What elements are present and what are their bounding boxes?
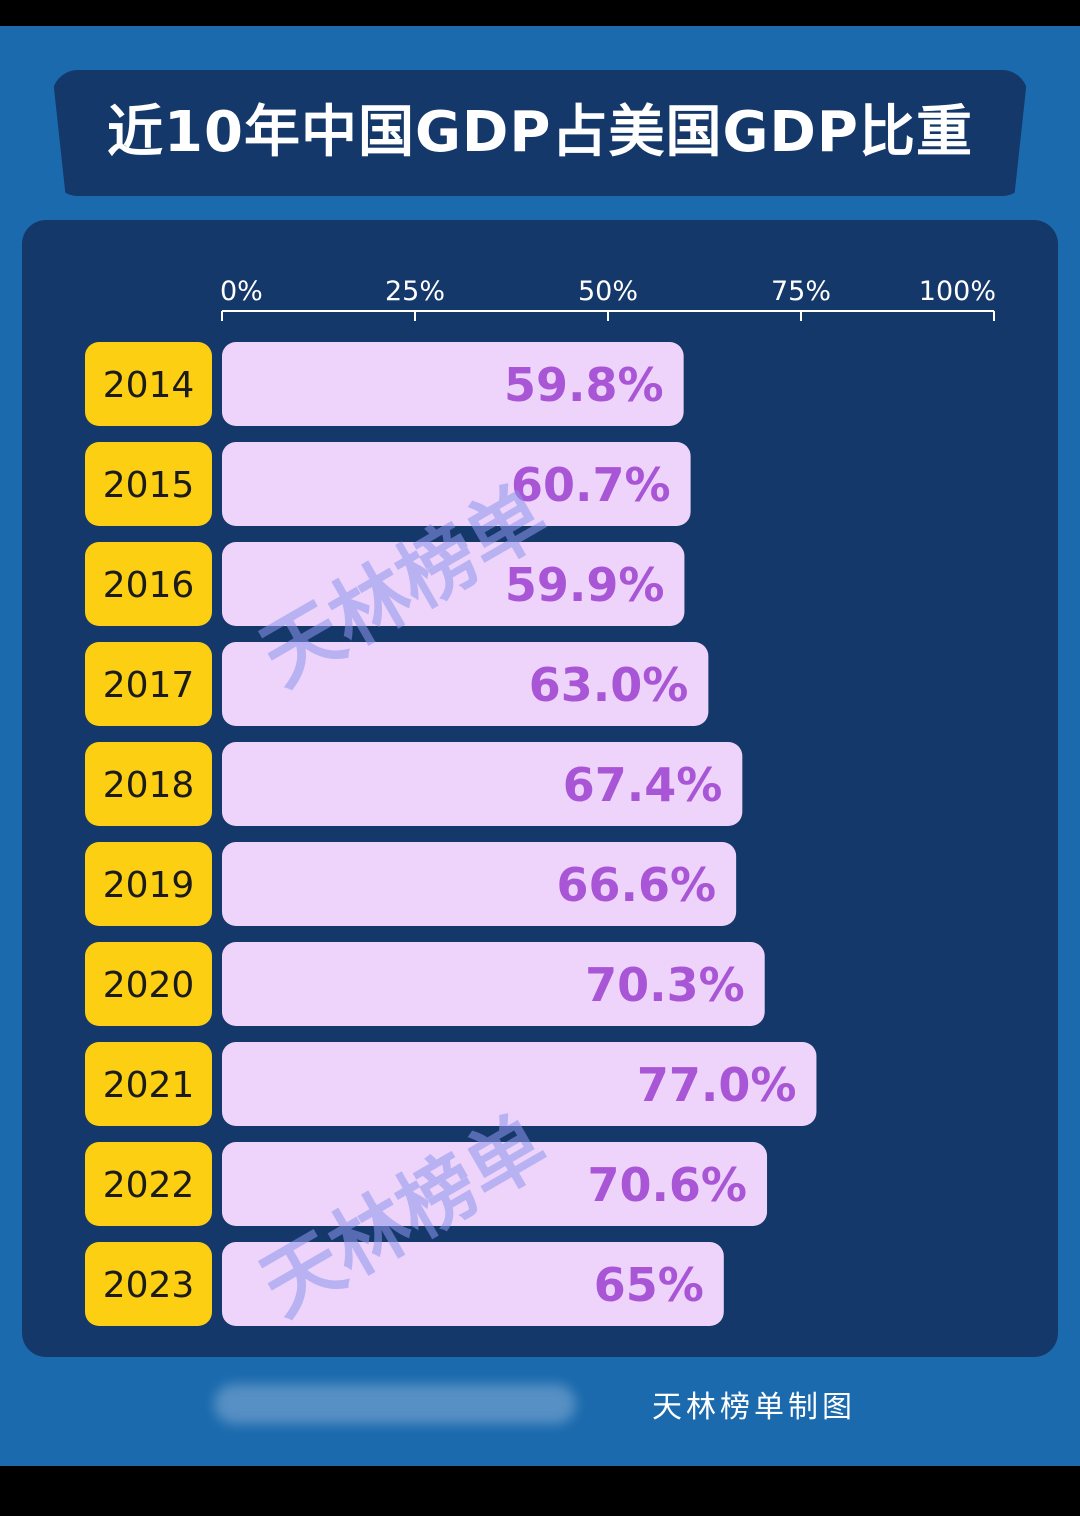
- footer-credit: 天林榜单制图: [652, 1390, 856, 1425]
- year-badge: [85, 1142, 212, 1226]
- chart-panel: 0% 25% 50% 75% 100% 2014 59.8% 2015 60.7% 2016 59.…: [22, 220, 1058, 1357]
- bar-value-label: 70.6%: [587, 1158, 747, 1212]
- bar-value-label: 70.3%: [585, 958, 745, 1012]
- year-label: 2017: [103, 665, 195, 706]
- bar-value-label: 59.9%: [505, 558, 665, 612]
- x-tick-label: 75%: [771, 276, 831, 307]
- bar-value-label: 67.4%: [563, 758, 723, 812]
- bar-value-label: 66.6%: [557, 858, 717, 912]
- year-badge: [85, 542, 212, 626]
- x-tick-label: 100%: [919, 276, 996, 307]
- year-badge: [85, 342, 212, 426]
- year-label: 2019: [103, 865, 195, 906]
- year-badge: [85, 1042, 212, 1126]
- year-label: 2022: [103, 1165, 195, 1206]
- blurred-footer-text: [214, 1384, 576, 1424]
- bar: [222, 542, 685, 626]
- bar: [222, 1142, 768, 1226]
- x-tick-label: 0%: [220, 276, 263, 307]
- year-label: 2016: [103, 565, 195, 606]
- poster: 近10年中国GDP占美国GDP比重 0% 25% 50% 75% 100% 2014 59.…: [0, 26, 1080, 1466]
- x-tick-label: 25%: [385, 276, 445, 307]
- bar: [222, 1042, 817, 1126]
- x-tick-label: 50%: [578, 276, 638, 307]
- bar: [222, 642, 709, 726]
- bar-value-label: 59.8%: [504, 358, 664, 412]
- year-label: 2018: [103, 765, 195, 806]
- year-label: 2014: [103, 365, 195, 406]
- bar-chart: 0% 25% 50% 75% 100% 2014 59.8% 2015 60.7% 2016 59.…: [85, 276, 996, 1326]
- bar: [222, 442, 691, 526]
- chart-title: 近10年中国GDP占美国GDP比重: [107, 100, 973, 165]
- bar: [222, 842, 737, 926]
- year-label: 2015: [103, 465, 195, 506]
- bar: [222, 942, 765, 1026]
- bar-value-label: 63.0%: [529, 658, 689, 712]
- bar-value-label: 65%: [594, 1258, 704, 1312]
- bar: [222, 1242, 724, 1326]
- bar-value-label: 77.0%: [637, 1058, 797, 1112]
- year-badge: [85, 842, 212, 926]
- year-label: 2020: [103, 965, 195, 1006]
- year-label: 2023: [103, 1265, 195, 1306]
- bar-value-label: 60.7%: [511, 458, 671, 512]
- year-badge: [85, 642, 212, 726]
- bar: [222, 742, 743, 826]
- year-badge: [85, 942, 212, 1026]
- bar: [222, 342, 684, 426]
- year-badge: [85, 742, 212, 826]
- year-label: 2021: [103, 1065, 195, 1106]
- year-badge: [85, 1242, 212, 1326]
- year-badge: [85, 442, 212, 526]
